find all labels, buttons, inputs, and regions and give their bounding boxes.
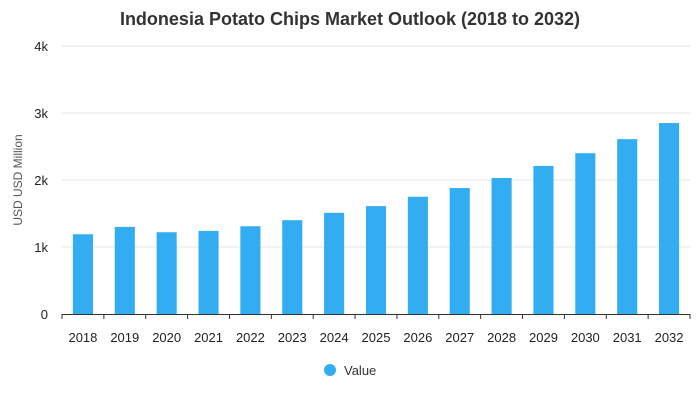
bar-2025[interactable] xyxy=(365,206,387,314)
x-tick-label: 2022 xyxy=(236,330,265,345)
x-tick-label: 2030 xyxy=(571,330,600,345)
x-tick-label: 2029 xyxy=(529,330,558,345)
bar-2027[interactable] xyxy=(449,188,470,314)
bars xyxy=(72,123,680,314)
bar-2029[interactable] xyxy=(533,165,554,314)
y-axis-title: USD USD Million xyxy=(11,134,25,225)
axes: 0 1k 2k 3k 4k 2018 2019 2020 2021 2022 2023 2024 202… xyxy=(34,39,691,345)
y-tick-label: 2k xyxy=(34,173,48,188)
x-tick-label: 2025 xyxy=(362,330,391,345)
x-tick-label: 2028 xyxy=(487,330,516,345)
x-tick-label: 2019 xyxy=(110,330,139,345)
bar-2020[interactable] xyxy=(156,232,177,314)
bar-2023[interactable] xyxy=(282,220,303,314)
bar-2026[interactable] xyxy=(407,196,428,314)
legend-label: Value xyxy=(344,363,376,378)
x-tick-label: 2020 xyxy=(152,330,181,345)
bar-2019[interactable] xyxy=(114,226,135,314)
legend-marker-icon xyxy=(324,364,336,376)
bar-2024[interactable] xyxy=(324,212,345,314)
x-tick-label: 2018 xyxy=(68,330,97,345)
bar-2028[interactable] xyxy=(491,177,512,314)
x-tick-label: 2027 xyxy=(445,330,474,345)
x-tick-label: 2024 xyxy=(320,330,349,345)
x-tick-label: 2023 xyxy=(278,330,307,345)
x-tick-label: 2031 xyxy=(613,330,642,345)
y-tick-label: 4k xyxy=(34,39,48,54)
bar-2031[interactable] xyxy=(617,139,638,314)
bar-2021[interactable] xyxy=(198,230,219,314)
bar-2022[interactable] xyxy=(240,226,261,314)
x-tick-label: 2021 xyxy=(194,330,223,345)
y-tick-label: 1k xyxy=(34,240,48,255)
bar-2018[interactable] xyxy=(72,234,93,314)
bar-2032[interactable] xyxy=(659,123,680,314)
y-tick-label: 3k xyxy=(34,106,48,121)
bar-2030[interactable] xyxy=(575,153,596,314)
x-tick-label: 2032 xyxy=(655,330,684,345)
legend[interactable]: Value xyxy=(324,363,376,378)
x-tick-label: 2026 xyxy=(403,330,432,345)
chart-title: Indonesia Potato Chips Market Outlook (2… xyxy=(120,9,580,29)
y-tick-label: 0 xyxy=(41,307,48,322)
